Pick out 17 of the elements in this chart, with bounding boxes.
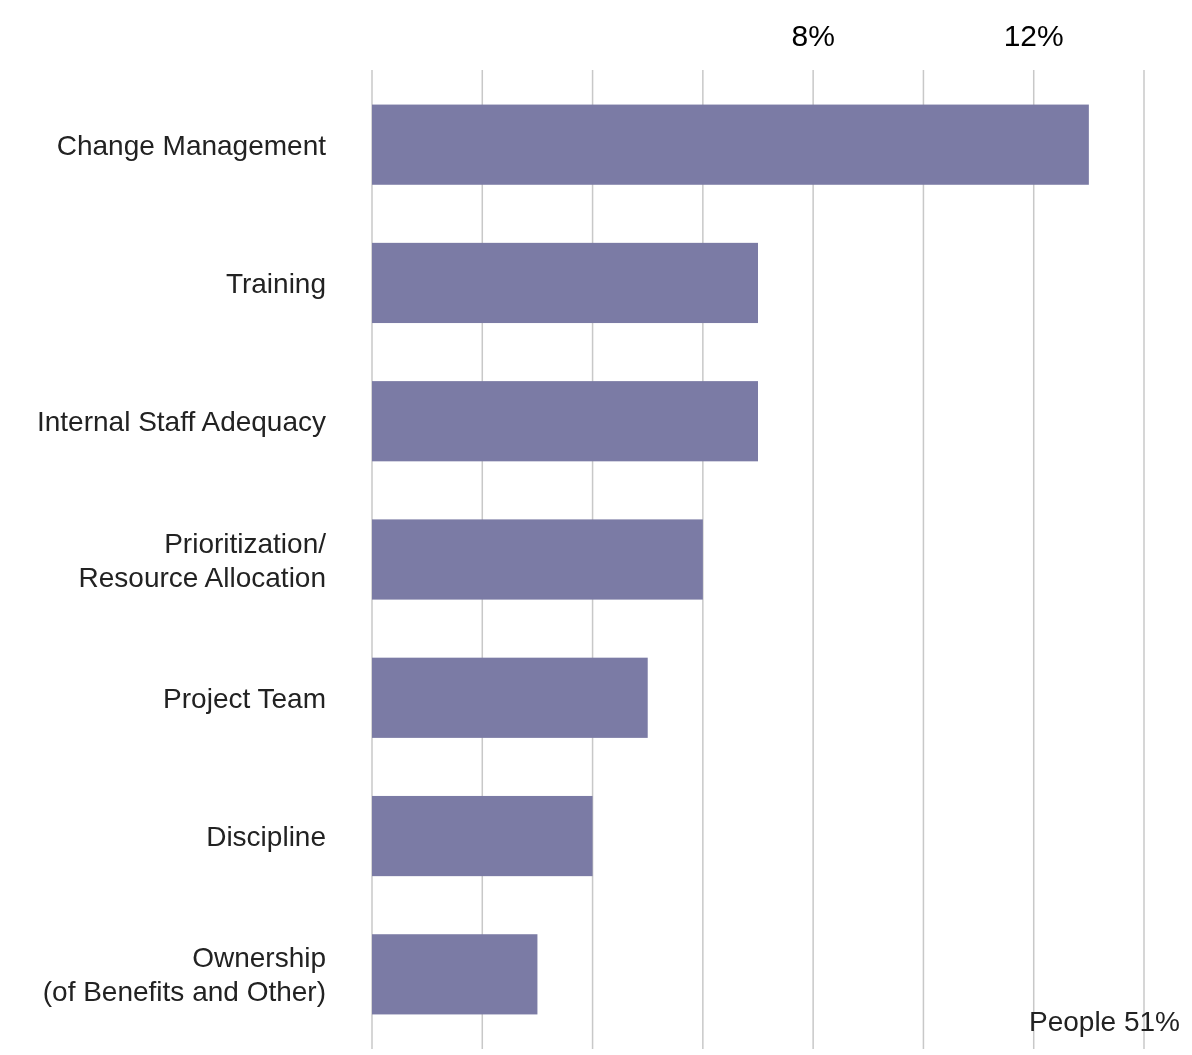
bar [372,934,538,1015]
y-tick-label: Discipline [206,821,326,853]
bar [372,381,758,462]
y-tick-label: Change Management [56,129,327,161]
x-tick-label: 8% [791,19,835,52]
y-tick-label: Internal Staff Adequacy [36,406,326,438]
y-tick-label: Prioritization/ Resource Allocation [78,527,327,593]
bar [372,657,648,738]
bar [372,242,758,324]
x-tick-label: 12% [1003,19,1064,52]
y-tick-label: Ownership (of Benefits and Other) [42,942,326,1008]
bar [372,519,703,600]
y-tick-label: Project Team [163,682,326,714]
bar [372,104,1089,185]
y-tick-label: Training [225,267,326,299]
bar [372,795,593,877]
annotation: People 51% [1028,1006,1180,1037]
